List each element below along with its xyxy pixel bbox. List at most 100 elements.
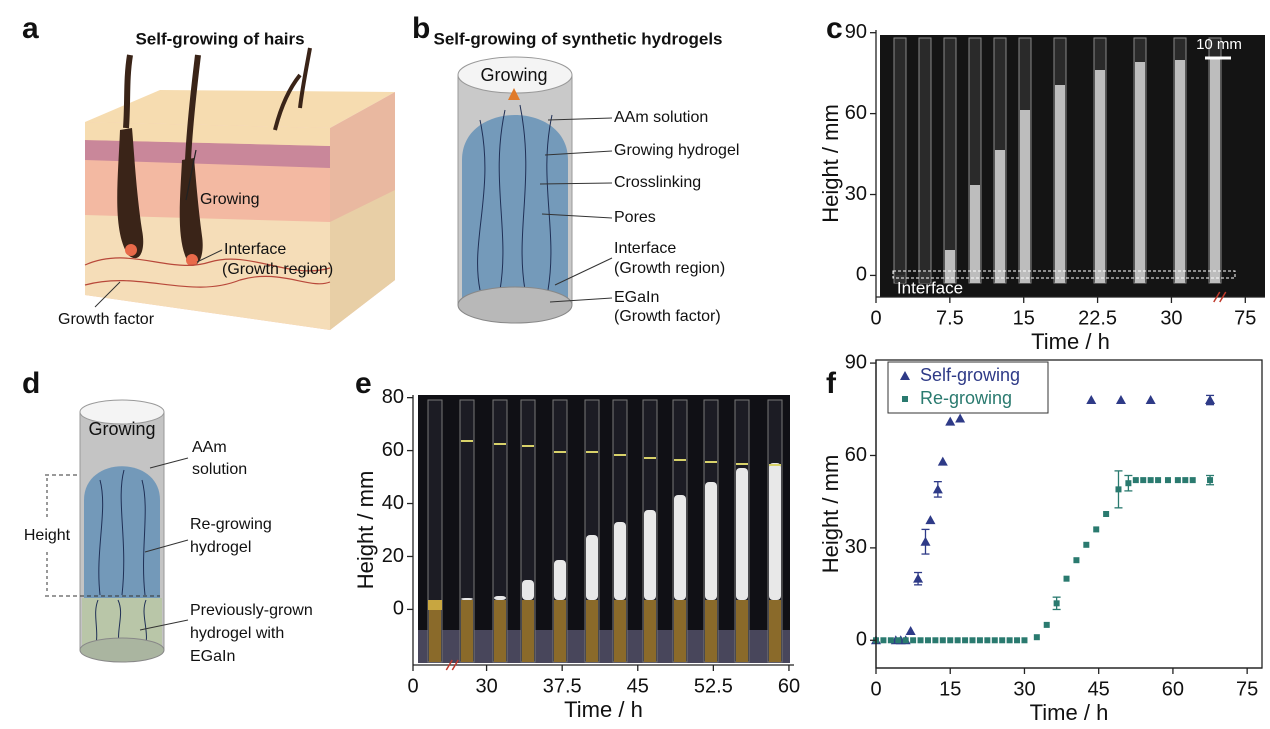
interface-box <box>892 270 1236 279</box>
point <box>932 637 939 644</box>
panel-a: a Self-growing of hairs Growing Interfac… <box>22 12 395 330</box>
axes: c 0 30 60 90 0 7.5 15 22.5 30 75 Time / h Height / m… <box>818 12 1265 354</box>
point <box>947 637 954 644</box>
label: Interface <box>614 240 676 257</box>
point <box>902 637 909 644</box>
point <box>1093 526 1100 533</box>
axes: e 0 20 40 60 80 0 30 37.5 45 52.5 60 Time / h Height … <box>353 367 800 722</box>
legend-label: Self-growing <box>920 365 1020 385</box>
point <box>1083 541 1090 548</box>
y-tick-label: 80 <box>382 386 404 408</box>
y-tick-label: 30 <box>845 536 867 558</box>
y-tick-label: 0 <box>856 629 867 651</box>
point <box>924 637 931 644</box>
label: Growth factor <box>58 311 155 328</box>
legend-marker <box>902 396 908 402</box>
egain <box>674 600 686 662</box>
y-tick-label: 0 <box>856 264 867 286</box>
gel <box>494 596 506 600</box>
leader <box>139 619 189 631</box>
point <box>1140 477 1147 484</box>
label: Growing <box>480 65 547 85</box>
gel <box>644 510 656 600</box>
y-tick-label: 30 <box>845 183 867 205</box>
x-tick-label: 15 <box>1013 307 1035 329</box>
point <box>932 484 943 494</box>
gel <box>1055 85 1065 283</box>
gel <box>995 150 1005 283</box>
point <box>1182 477 1189 484</box>
y-tick-label: 60 <box>382 439 404 461</box>
y-tick-label: 90 <box>845 351 867 373</box>
y-axis-title: Height / mm <box>818 104 843 223</box>
point <box>1155 477 1162 484</box>
axis-break <box>445 659 453 671</box>
y-axis-title: Height / mm <box>353 471 378 590</box>
vessel <box>84 257 331 272</box>
label: Growing <box>88 419 155 439</box>
gel <box>1095 70 1105 283</box>
gel <box>736 468 748 600</box>
panel-label: d <box>22 367 40 400</box>
label: EGaIn <box>614 289 659 306</box>
label: Re-growing <box>190 516 272 533</box>
panel-b: b Self-growing of synthetic hydrogels Gr… <box>412 12 739 325</box>
hair <box>298 47 312 109</box>
label: Height <box>24 527 71 544</box>
leader <box>539 182 613 185</box>
point <box>1053 600 1060 607</box>
point <box>917 637 924 644</box>
x-tick-label: 0 <box>407 675 418 697</box>
gel <box>522 580 534 600</box>
point <box>984 637 991 644</box>
hair-root <box>117 128 144 259</box>
y-tick-label: 90 <box>845 21 867 43</box>
x-tick-label: 0 <box>870 678 881 700</box>
point <box>1014 637 1021 644</box>
point <box>939 637 946 644</box>
label: AAm <box>192 439 227 456</box>
point <box>1189 477 1196 484</box>
point <box>905 626 916 636</box>
bulb <box>186 254 198 266</box>
hair-root <box>179 158 203 266</box>
photo-background <box>418 395 790 663</box>
point <box>1073 557 1080 564</box>
leader <box>144 539 189 553</box>
photo-background <box>880 35 1265 297</box>
gel <box>586 535 598 600</box>
bulb <box>125 244 137 256</box>
x-axis-title: Time / h <box>1030 700 1109 725</box>
point <box>969 637 976 644</box>
point <box>1115 395 1126 405</box>
x-axis-title: Time / h <box>1031 329 1110 354</box>
point <box>1207 477 1214 484</box>
gel <box>970 185 980 283</box>
point <box>1115 486 1122 493</box>
gel <box>945 250 955 283</box>
legend-marker <box>900 371 910 380</box>
point <box>1132 477 1139 484</box>
tube <box>918 37 932 284</box>
axis-break <box>1219 291 1227 303</box>
leader <box>196 249 223 263</box>
y-axis-title: Height / mm <box>818 455 843 574</box>
point <box>925 515 936 525</box>
point <box>1086 395 1097 405</box>
panel-title: Self-growing of synthetic hydrogels <box>433 29 722 48</box>
arrow <box>185 149 197 201</box>
label: hydrogel <box>190 539 251 556</box>
panel-label: e <box>355 367 372 400</box>
point <box>1145 395 1156 405</box>
x-tick-label: 37.5 <box>543 675 582 697</box>
gel <box>1210 58 1220 283</box>
point <box>1033 634 1040 641</box>
gel <box>920 272 930 283</box>
tube-top <box>79 399 165 425</box>
gel <box>1135 62 1145 283</box>
hair <box>185 54 201 161</box>
point <box>880 637 887 644</box>
gel <box>1020 110 1030 283</box>
chart-panel: Self-growing Re-growing <box>871 361 1216 645</box>
label: solution <box>192 461 247 478</box>
